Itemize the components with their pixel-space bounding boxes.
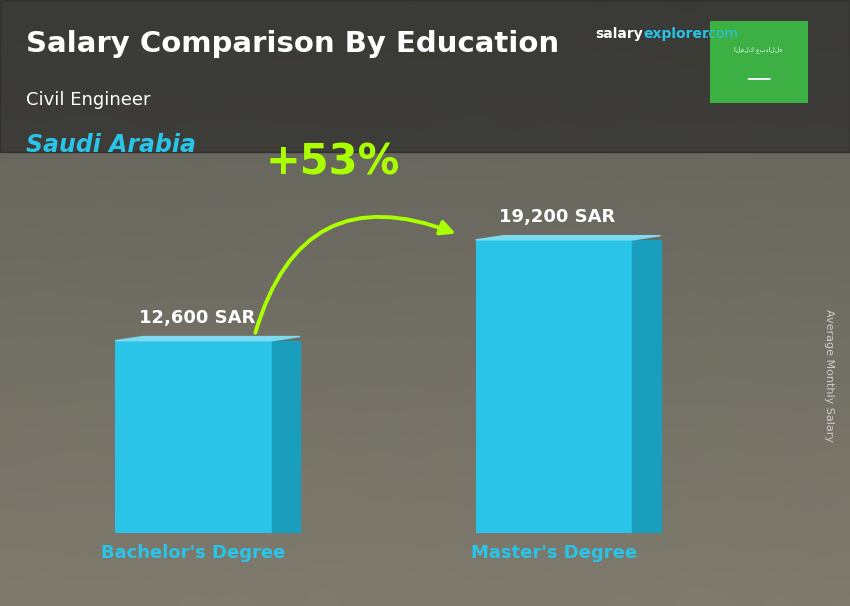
Polygon shape — [632, 240, 660, 533]
Text: Salary Comparison By Education: Salary Comparison By Education — [26, 30, 558, 58]
FancyBboxPatch shape — [115, 341, 272, 533]
Text: الملك عبدالله: الملك عبدالله — [734, 47, 783, 53]
Text: .com: .com — [705, 27, 739, 41]
Text: salary: salary — [595, 27, 643, 41]
Polygon shape — [115, 336, 300, 341]
Polygon shape — [272, 341, 300, 533]
Polygon shape — [476, 236, 660, 240]
Text: Civil Engineer: Civil Engineer — [26, 91, 150, 109]
Text: 19,200 SAR: 19,200 SAR — [499, 208, 615, 226]
FancyBboxPatch shape — [476, 240, 632, 533]
Text: +53%: +53% — [266, 142, 400, 184]
Text: explorer: explorer — [643, 27, 709, 41]
Text: 12,600 SAR: 12,600 SAR — [139, 308, 255, 327]
Text: Average Monthly Salary: Average Monthly Salary — [824, 309, 834, 442]
Text: Saudi Arabia: Saudi Arabia — [26, 133, 196, 158]
Text: ━━━━: ━━━━ — [747, 73, 770, 84]
